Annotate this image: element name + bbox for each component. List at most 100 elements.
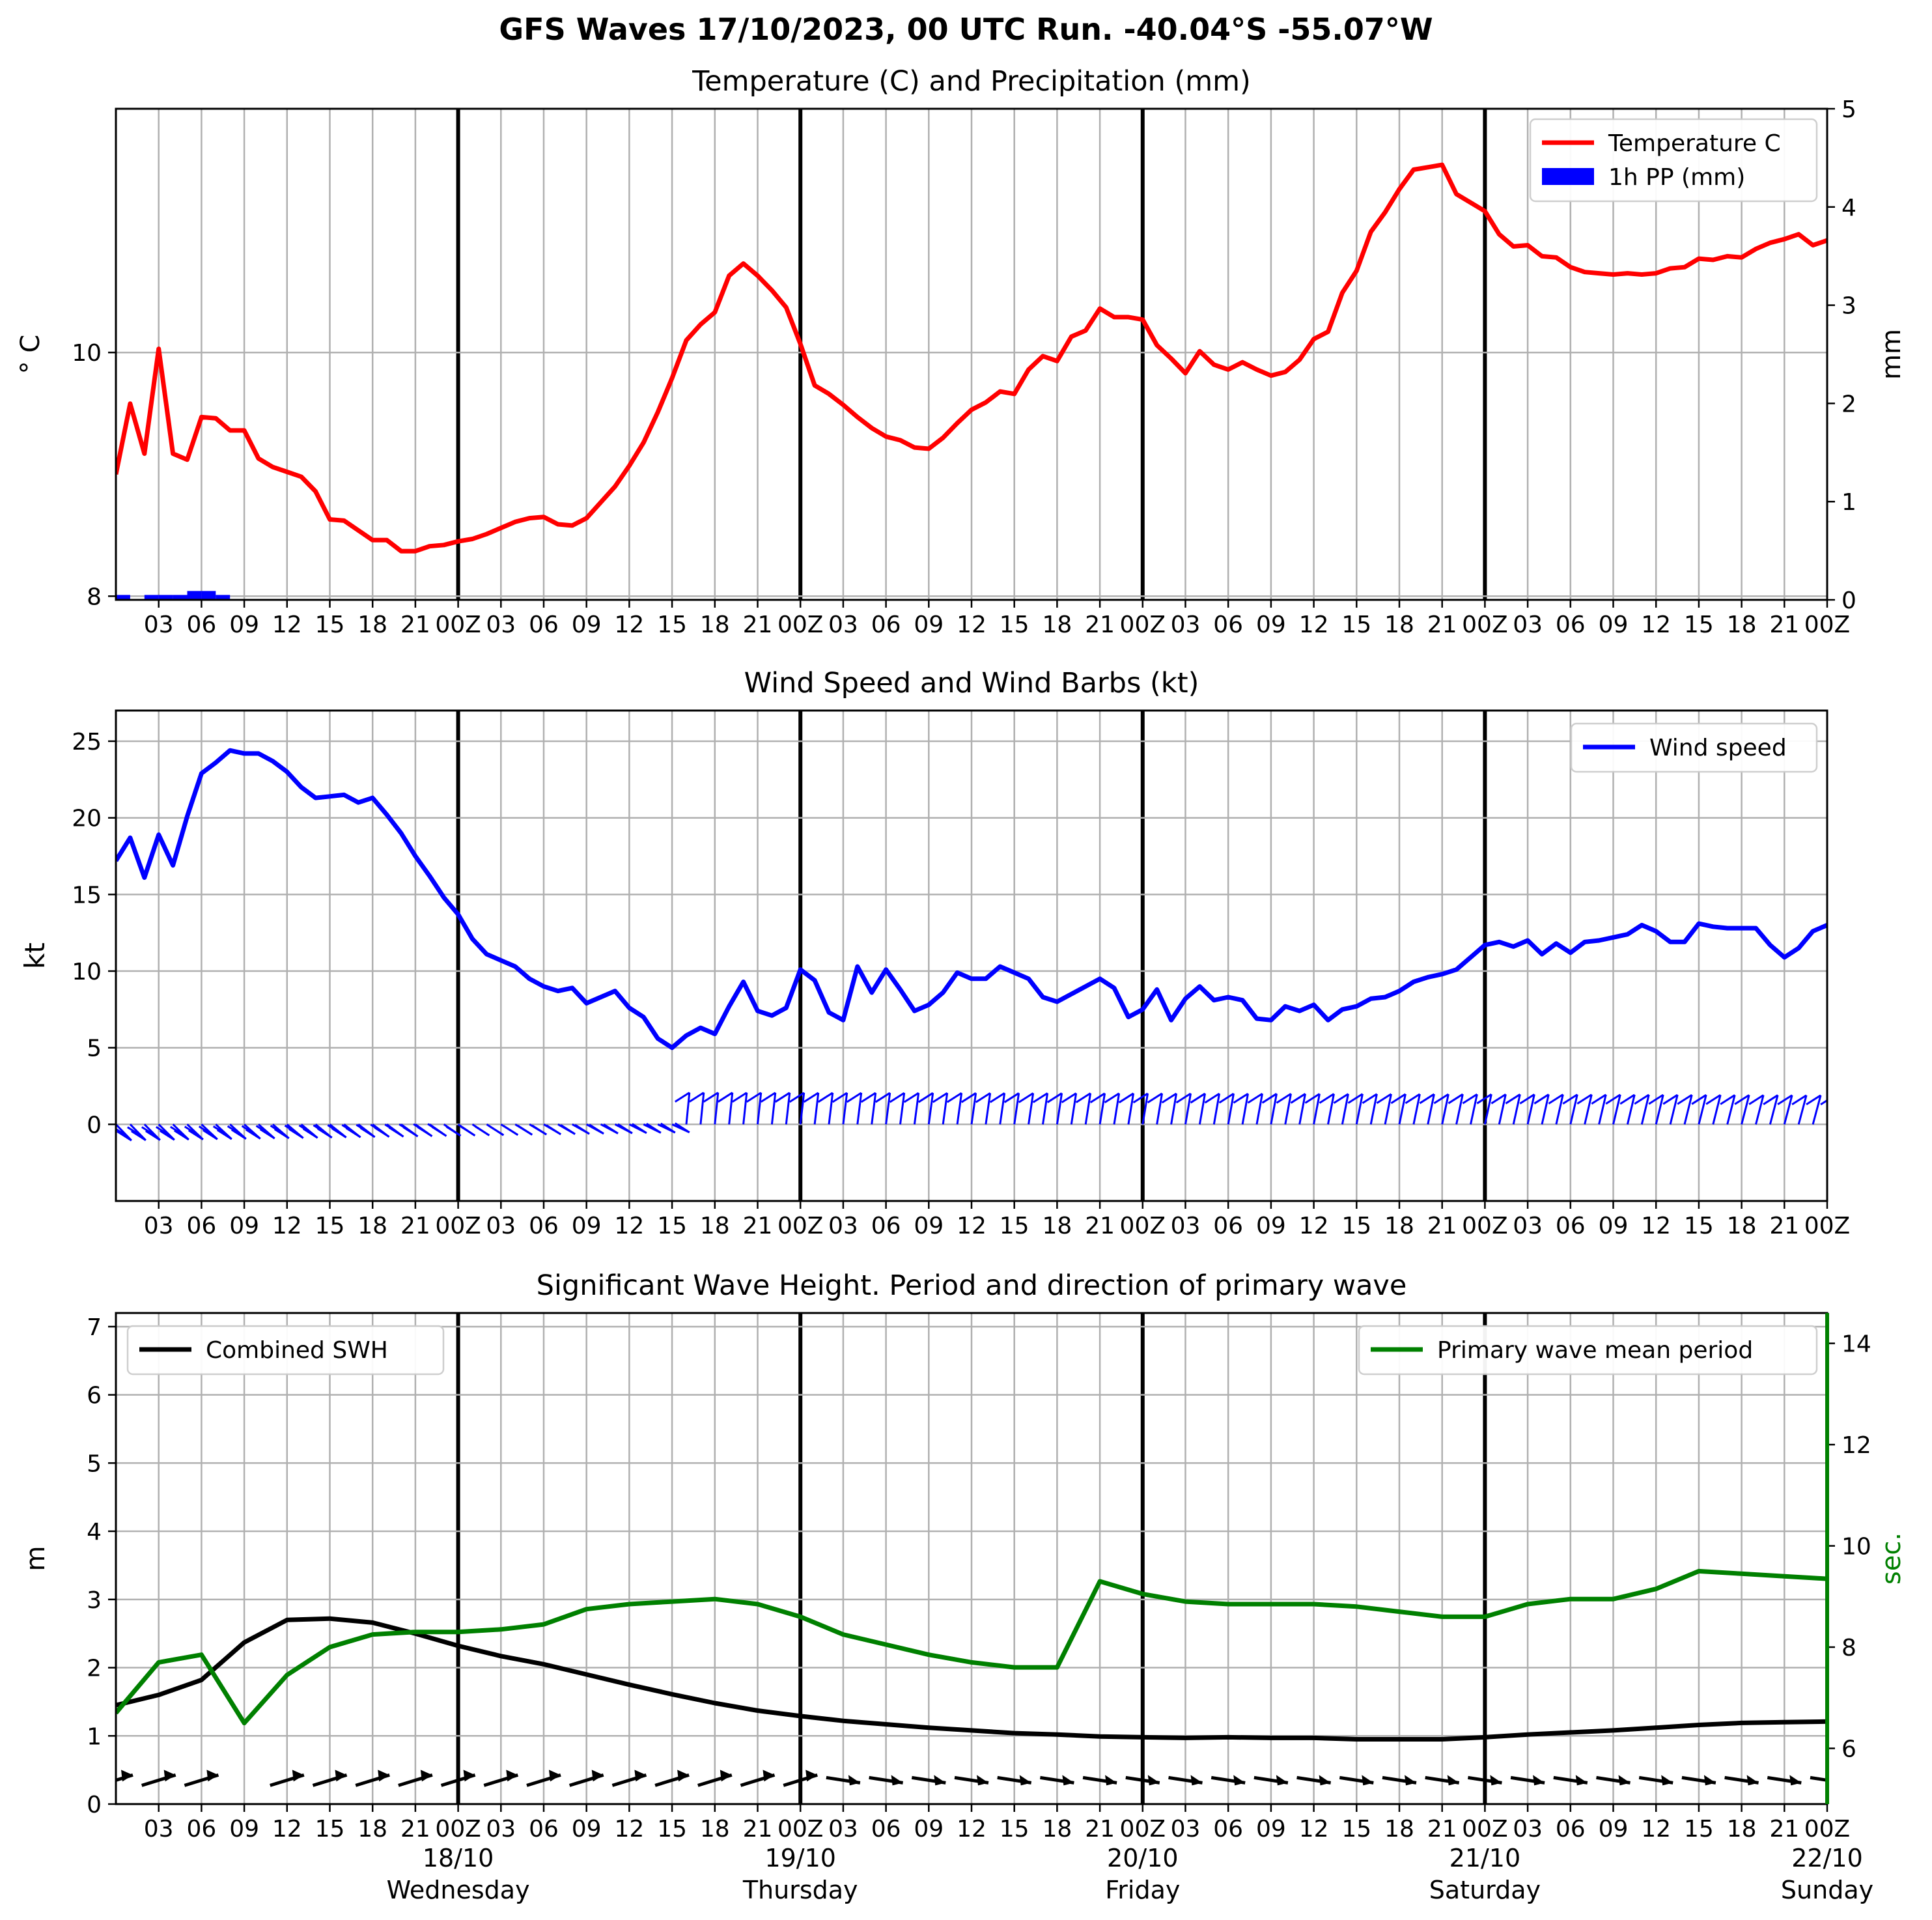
wind-barb bbox=[1089, 1092, 1106, 1125]
wind-barb bbox=[703, 1092, 720, 1125]
x-tick-label: 12 bbox=[1641, 1213, 1671, 1239]
wave-direction-arrow bbox=[697, 1770, 733, 1787]
wind-barb bbox=[1691, 1094, 1707, 1125]
wind-barb bbox=[1319, 1093, 1335, 1125]
wind-barb bbox=[1448, 1093, 1464, 1125]
wind-barb-flag bbox=[1018, 1092, 1034, 1103]
x-tick-label: 00Z bbox=[1462, 1213, 1507, 1239]
wind-barb-flag bbox=[1204, 1092, 1220, 1104]
y-tick-label: 15 bbox=[72, 882, 102, 909]
series-line-2 bbox=[116, 1568, 1827, 1726]
day-date-label: 20/10 bbox=[1107, 1844, 1179, 1872]
x-tick-label: 09 bbox=[914, 1213, 944, 1239]
legend: Combined SWH bbox=[126, 1325, 445, 1376]
wave-arrow-head bbox=[1105, 1775, 1117, 1786]
wave-direction-arrow bbox=[611, 1770, 647, 1787]
wave-arrow-head bbox=[1447, 1775, 1459, 1786]
wind-barb-flag bbox=[399, 1123, 414, 1135]
wind-barb-flag bbox=[1505, 1094, 1521, 1105]
x-tick-label: 15 bbox=[315, 1816, 345, 1842]
wind-barb-shaft bbox=[1826, 1120, 1827, 1125]
series-group bbox=[116, 1568, 1827, 1787]
y-tick-label: 10 bbox=[72, 959, 102, 985]
wind-barb-shaft bbox=[927, 1092, 934, 1125]
wind-barb-shaft bbox=[1498, 1094, 1507, 1125]
wind-barb bbox=[116, 1123, 132, 1142]
wind-barb-flag bbox=[1190, 1092, 1206, 1104]
wind-barb-flag bbox=[989, 1092, 1005, 1103]
x-tick-label: 12 bbox=[614, 612, 644, 638]
y-right-tick-label: 8 bbox=[1841, 1635, 1856, 1661]
wind-barb-flag bbox=[1748, 1094, 1764, 1105]
precip-bar bbox=[187, 591, 202, 600]
wind-barb-shaft bbox=[1698, 1094, 1707, 1125]
wind-barb bbox=[1218, 1092, 1235, 1125]
x-tick-label: 09 bbox=[572, 1816, 602, 1842]
y-right-tick-label: 2 bbox=[1841, 391, 1856, 417]
x-tick-label: 18 bbox=[1384, 612, 1414, 638]
x-tick-label: 03 bbox=[486, 1213, 516, 1239]
wave-direction-arrow bbox=[312, 1770, 348, 1787]
wind-barb-flag bbox=[1448, 1093, 1464, 1105]
wave-arrow-head bbox=[848, 1775, 860, 1786]
wind-barb-flag bbox=[731, 1092, 748, 1103]
wind-barb-shaft bbox=[885, 1092, 891, 1125]
wind-barb bbox=[284, 1123, 304, 1139]
wind-barb-flag bbox=[1161, 1092, 1177, 1104]
wind-barb-flag bbox=[603, 1123, 619, 1135]
precip-bar bbox=[158, 595, 173, 600]
wind-barb-flag bbox=[488, 1125, 505, 1136]
wind-barb-flag bbox=[1591, 1094, 1607, 1105]
series-line-1 bbox=[116, 748, 1827, 1051]
wind-barb-shaft bbox=[1327, 1094, 1335, 1125]
wave-direction-arrow bbox=[1468, 1775, 1502, 1786]
y-axis-label: kt bbox=[19, 942, 51, 969]
wind-barb bbox=[1777, 1094, 1793, 1125]
wind-barb bbox=[1476, 1093, 1492, 1125]
wind-barb-flag bbox=[1118, 1092, 1134, 1104]
x-tick-label: 15 bbox=[657, 612, 687, 638]
wind-barb-flag bbox=[1605, 1094, 1621, 1105]
y-right-tick-label: 4 bbox=[1841, 195, 1856, 221]
wind-barb bbox=[1003, 1092, 1020, 1125]
x-tick-label: 21 bbox=[743, 1816, 773, 1842]
x-tick-label: 06 bbox=[871, 1816, 901, 1842]
wind-barb-shaft bbox=[1427, 1094, 1435, 1125]
x-tick-label: 12 bbox=[614, 1816, 644, 1842]
wind-barb bbox=[975, 1092, 992, 1125]
day-name-label: Sunday bbox=[1781, 1876, 1873, 1904]
wind-barb bbox=[832, 1092, 848, 1125]
day-name-label: Wednesday bbox=[387, 1876, 530, 1904]
wind-barb bbox=[674, 1092, 691, 1125]
wind-barb-flag bbox=[1419, 1093, 1435, 1105]
axes-frame bbox=[115, 107, 1828, 601]
wind-barb-flag bbox=[660, 1122, 676, 1134]
wind-barb-flag bbox=[946, 1092, 962, 1103]
wind-barb-flag bbox=[1276, 1093, 1292, 1104]
x-tick-label: 18 bbox=[1042, 1213, 1072, 1239]
wind-barb-flag bbox=[1333, 1093, 1349, 1104]
wind-barb-flag bbox=[646, 1123, 662, 1134]
wind-barb-shaft bbox=[1028, 1093, 1035, 1125]
wind-barb-shaft bbox=[1783, 1095, 1793, 1125]
wind-barb-flag bbox=[116, 1127, 128, 1138]
series-group bbox=[116, 748, 1827, 1142]
wave-arrow-head bbox=[1490, 1775, 1502, 1786]
wave-direction-arrow bbox=[1339, 1775, 1374, 1786]
x-tick-label: 15 bbox=[1341, 1816, 1371, 1842]
wind-barb-flag bbox=[560, 1124, 576, 1135]
wave-direction-arrow bbox=[740, 1770, 776, 1787]
x-tick-label: 03 bbox=[1171, 1213, 1201, 1239]
x-tick-label: 03 bbox=[486, 612, 516, 638]
wind-barb-flag bbox=[517, 1125, 533, 1136]
wind-barb-flag bbox=[546, 1124, 561, 1135]
wind-barb-flag bbox=[241, 1125, 257, 1136]
wind-barb-shaft bbox=[1056, 1093, 1063, 1125]
x-tick-label: 06 bbox=[1556, 612, 1586, 638]
x-tick-label: 15 bbox=[1684, 1816, 1714, 1842]
wind-barb-shaft bbox=[1412, 1094, 1421, 1125]
wind-barb-flag bbox=[159, 1129, 175, 1141]
wave-direction-arrow bbox=[869, 1775, 903, 1786]
wave-direction-arrow bbox=[1211, 1775, 1246, 1786]
